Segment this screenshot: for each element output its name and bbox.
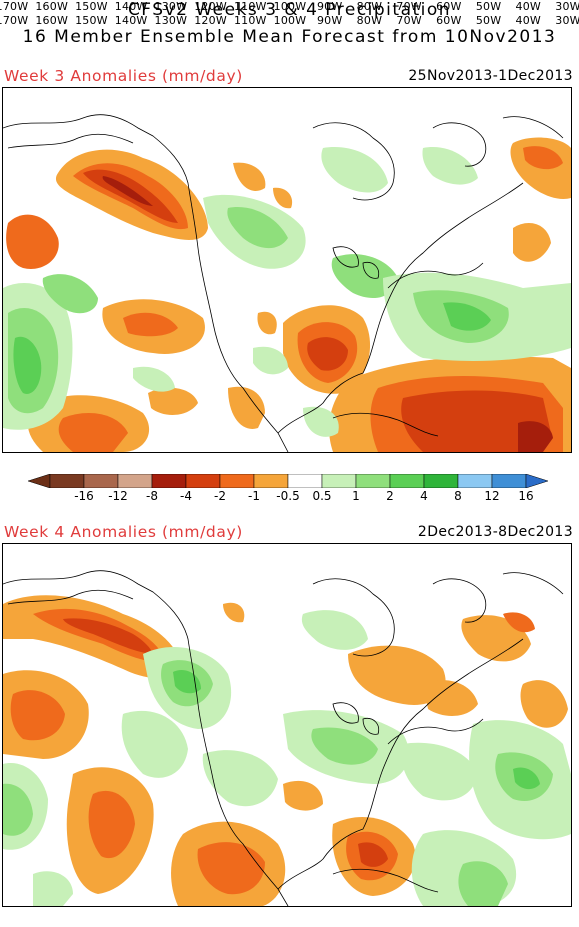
week4-anomalies-label: Week 4 Anomalies (mm/day) <box>4 523 243 541</box>
colorbar-cell <box>389 474 425 488</box>
colorbar-label: -2 <box>214 489 226 503</box>
longitude-label: 140W <box>114 14 148 27</box>
colorbar-high-end <box>525 474 548 488</box>
longitude-label: 130W <box>154 14 188 27</box>
colorbar-cell <box>117 474 153 488</box>
longitude-label: 170W <box>0 14 29 27</box>
colorbar-cell <box>253 474 289 488</box>
longitude-label: 120W <box>194 0 227 13</box>
longitude-label: 150W <box>75 14 108 27</box>
colorbar-label: 0.5 <box>312 489 332 503</box>
longitude-label: 130W <box>154 0 188 13</box>
colorbar-cell <box>83 474 119 488</box>
longitude-label: 70W <box>396 14 422 27</box>
colorbar-cell <box>287 474 323 488</box>
week4-map-panel <box>2 543 572 907</box>
week3-date-range: 25Nov2013-1Dec2013 <box>408 68 573 84</box>
longitude-label: 30W <box>555 14 579 27</box>
colorbar-label: -4 <box>180 489 192 503</box>
colorbar-label: 4 <box>420 489 428 503</box>
week4-wet-anomalies <box>3 610 571 906</box>
title-line-2: 16 Member Ensemble Mean Forecast from 10… <box>22 27 557 47</box>
longitude-label: 100W <box>273 14 307 27</box>
longitude-label: 90W <box>316 0 343 13</box>
longitude-label: 80W <box>356 0 383 13</box>
colorbar-cell <box>49 474 85 488</box>
colorbar-label: 2 <box>386 489 394 503</box>
colorbar-cell <box>219 474 255 488</box>
longitude-label: 70W <box>396 0 422 13</box>
colorbar-label: 1 <box>352 489 360 503</box>
longitude-label: 170W <box>0 0 29 13</box>
longitude-label: 80W <box>356 14 383 27</box>
colorbar-label: -8 <box>146 489 158 503</box>
longitude-label: 110W <box>233 0 267 13</box>
colorbar-cell <box>151 474 187 488</box>
colorbar-cell <box>457 474 493 488</box>
longitude-label: 60W <box>436 0 462 13</box>
colorbar-label: -16 <box>74 489 94 503</box>
longitude-label: 90W <box>316 14 343 27</box>
longitude-label: 120W <box>194 14 227 27</box>
week4-dry-anomalies <box>3 595 568 906</box>
longitude-label: 150W <box>75 0 108 13</box>
longitude-label: 160W <box>35 14 69 27</box>
longitude-label: 50W <box>475 0 502 13</box>
longitude-label: 30W <box>555 0 579 13</box>
colorbar-cell <box>185 474 221 488</box>
week3-anomaly-map <box>3 114 571 452</box>
colorbar-label: 12 <box>484 489 500 503</box>
week3-coastlines <box>3 114 564 452</box>
colorbar-label: 8 <box>454 489 462 503</box>
colorbar-cell <box>355 474 391 488</box>
week3-map-panel <box>2 87 572 453</box>
colorbar-cell <box>423 474 459 488</box>
week4-longitude-axis: 170W 160W 150W 140W 130W 120W 110W 100W 90W 80W 70… <box>0 14 579 28</box>
colorbar-label: -0.5 <box>276 489 300 503</box>
colorbar-label: -12 <box>108 489 128 503</box>
longitude-label: 40W <box>515 14 542 27</box>
title-line-1: CFSv2 Weeks 3 & 4 Precipitation <box>127 0 452 20</box>
colorbar-cell <box>321 474 357 488</box>
precipitation-colorbar <box>28 474 548 488</box>
colorbar-label: 16 <box>518 489 534 503</box>
week4-coastlines <box>3 570 564 906</box>
colorbar-low-end <box>28 474 51 488</box>
colorbar-cell <box>491 474 527 488</box>
week3-dry-anomalies <box>6 137 571 452</box>
week4-date-range: 2Dec2013-8Dec2013 <box>417 524 573 540</box>
longitude-label: 40W <box>515 0 542 13</box>
longitude-label: 100W <box>273 0 307 13</box>
longitude-label: 160W <box>35 0 69 13</box>
week3-longitude-axis: 170W 160W 150W 140W 130W 120W 110W 100W 90W 80W 70… <box>0 0 579 14</box>
longitude-label: 140W <box>114 0 148 13</box>
longitude-label: 50W <box>475 14 502 27</box>
week3-anomalies-label: Week 3 Anomalies (mm/day) <box>4 67 243 85</box>
longitude-label: 110W <box>233 14 267 27</box>
longitude-label: 60W <box>436 14 462 27</box>
week3-wet-anomalies <box>3 147 571 437</box>
colorbar-label: -1 <box>248 489 260 503</box>
week4-anomaly-map <box>3 570 571 906</box>
